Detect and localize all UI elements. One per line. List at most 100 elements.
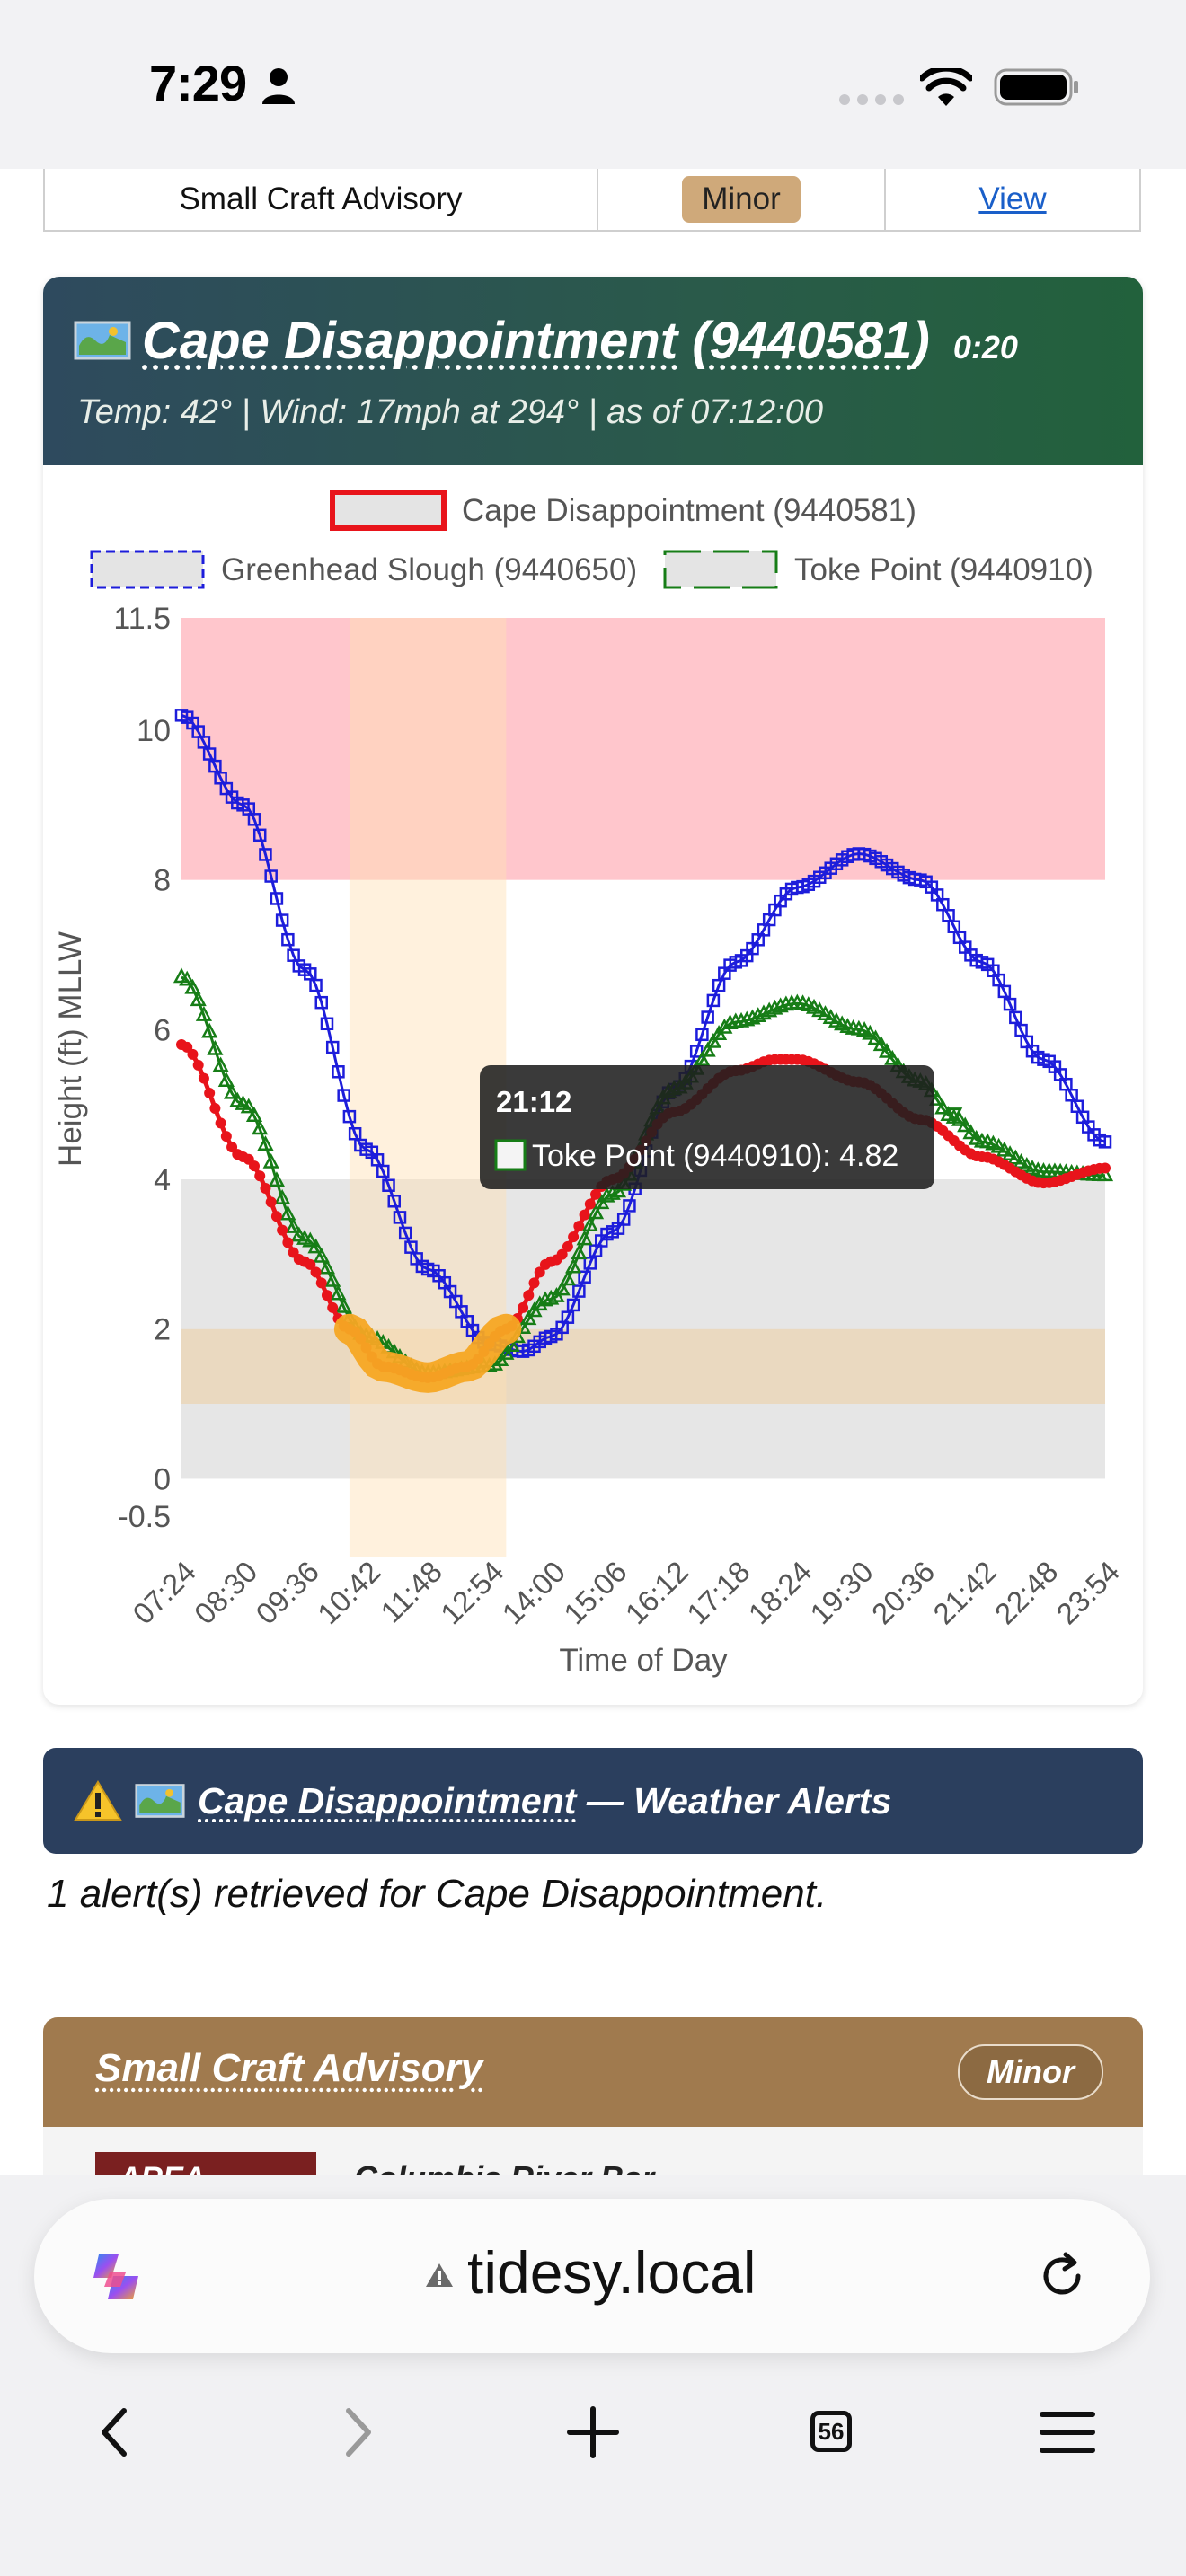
data-age: 0:20: [952, 329, 1018, 366]
data-point: [761, 1001, 778, 1018]
data-point: [198, 1072, 209, 1084]
data-point: [590, 1188, 602, 1200]
data-point: [209, 1102, 221, 1114]
data-point: [1096, 1166, 1114, 1182]
data-point: [376, 1164, 390, 1178]
data-point: [275, 913, 289, 927]
data-point: [528, 1277, 540, 1289]
data-point: [862, 1024, 879, 1040]
data-point: [571, 1244, 588, 1260]
data-point: [704, 1032, 721, 1048]
data-point: [398, 1226, 412, 1240]
data-point: [342, 1109, 357, 1124]
x-tick-label: 17:18: [680, 1555, 757, 1631]
data-point: [321, 1290, 332, 1301]
data-point: [330, 1284, 347, 1301]
data-point: [254, 1170, 266, 1182]
x-tick-label: 12:54: [434, 1555, 510, 1631]
data-point: [867, 1029, 884, 1045]
view-advisory-link[interactable]: View: [978, 181, 1047, 216]
x-tick-label: 21:42: [926, 1555, 1003, 1631]
x-axis-label: Time of Day: [559, 1643, 728, 1678]
x-tick-label: 14:00: [496, 1555, 572, 1631]
data-point: [264, 869, 278, 883]
tabs-icon[interactable]: 56: [785, 2387, 875, 2477]
data-point: [744, 1009, 761, 1025]
tooltip-time: 21:12: [496, 1085, 571, 1118]
data-point: [566, 1298, 580, 1312]
data-point: [598, 1187, 615, 1203]
data-point: [190, 991, 207, 1007]
station-id-link[interactable]: 9440581: [709, 312, 913, 370]
station-conditions: Temp: 42° | Wind: 17mph at 294° | as of …: [77, 393, 824, 431]
status-time: 7:29: [149, 55, 247, 111]
alerts-title-suffix: — Weather Alerts: [576, 1779, 892, 1822]
back-icon[interactable]: [72, 2387, 162, 2477]
data-point: [962, 1124, 979, 1140]
legend-label: Cape Disappointment (9440581): [462, 493, 916, 528]
station-id-open: (: [692, 312, 710, 370]
data-point: [694, 1050, 711, 1066]
data-point: [568, 1231, 580, 1243]
data-point: [265, 1196, 277, 1208]
data-point: [282, 1237, 294, 1248]
address-bar[interactable]: tidesy.local: [34, 2199, 1150, 2353]
data-point: [579, 1209, 590, 1221]
data-point: [207, 1039, 224, 1055]
data-point: [320, 1017, 334, 1031]
y-axis-label: Height (ft) MLLW: [53, 931, 88, 1167]
data-point: [1003, 997, 1017, 1011]
signal-dots-icon: [839, 93, 911, 110]
data-point: [277, 1224, 288, 1236]
menu-icon[interactable]: [1022, 2387, 1112, 2477]
y-tick-label: -0.5: [118, 1500, 171, 1534]
data-point: [520, 1310, 537, 1326]
threshold-band: [181, 1328, 1105, 1404]
data-point: [565, 1257, 582, 1274]
copilot-logo-icon[interactable]: [86, 2247, 146, 2307]
data-point: [215, 1117, 226, 1129]
tooltip-anchor: [945, 1107, 963, 1125]
data-point: [739, 1010, 756, 1027]
data-point: [543, 1289, 560, 1305]
data-point: [721, 1014, 739, 1029]
data-point: [382, 1178, 395, 1192]
data-point: [712, 978, 726, 992]
alerts-station-link[interactable]: Cape Disappointment: [198, 1779, 577, 1822]
x-tick-label: 10:42: [311, 1555, 387, 1631]
station-id-close: ): [912, 312, 930, 370]
station-name-link[interactable]: Cape Disappointment: [142, 312, 678, 370]
data-point: [732, 1011, 750, 1028]
data-point: [749, 1007, 766, 1022]
threshold-band: [181, 618, 1105, 880]
data-point: [252, 828, 267, 842]
data-point: [192, 1059, 204, 1071]
chart-tooltip: [480, 1065, 934, 1189]
advisory-severity-cell: Minor: [598, 169, 886, 230]
data-point: [387, 1195, 402, 1208]
y-tick-label: 11.5: [113, 602, 171, 636]
data-point: [1098, 1135, 1112, 1149]
data-point: [1100, 1162, 1111, 1174]
advisory-title-link[interactable]: Small Craft Advisory: [95, 2046, 483, 2090]
station-card: Cape Disappointment (9440581) 0:20 Temp:…: [43, 277, 1143, 1705]
y-tick-label: 10: [137, 714, 171, 748]
advisory-link-cell: View: [886, 169, 1139, 230]
data-point: [259, 848, 272, 861]
data-point: [332, 1065, 345, 1079]
new-tab-icon[interactable]: [548, 2387, 638, 2477]
forward-icon[interactable]: [311, 2387, 401, 2477]
data-point: [262, 1152, 279, 1169]
legend-label: Greenhead Slough (9440650): [221, 552, 637, 587]
data-point: [755, 1004, 773, 1020]
url-text[interactable]: tidesy.local: [467, 2239, 757, 2306]
reload-icon[interactable]: [1035, 2249, 1089, 2303]
tide-chart[interactable]: Cape Disappointment (9440581) Greenhead S…: [43, 465, 1143, 1705]
y-tick-label: 8: [154, 864, 171, 898]
chart-legend: Cape Disappointment (9440581) Greenhead S…: [90, 490, 1093, 589]
threshold-band: [181, 1404, 1105, 1479]
data-point: [195, 1005, 213, 1021]
data-point: [878, 1042, 896, 1058]
tab-count: 56: [810, 2411, 852, 2452]
data-point: [202, 747, 217, 761]
